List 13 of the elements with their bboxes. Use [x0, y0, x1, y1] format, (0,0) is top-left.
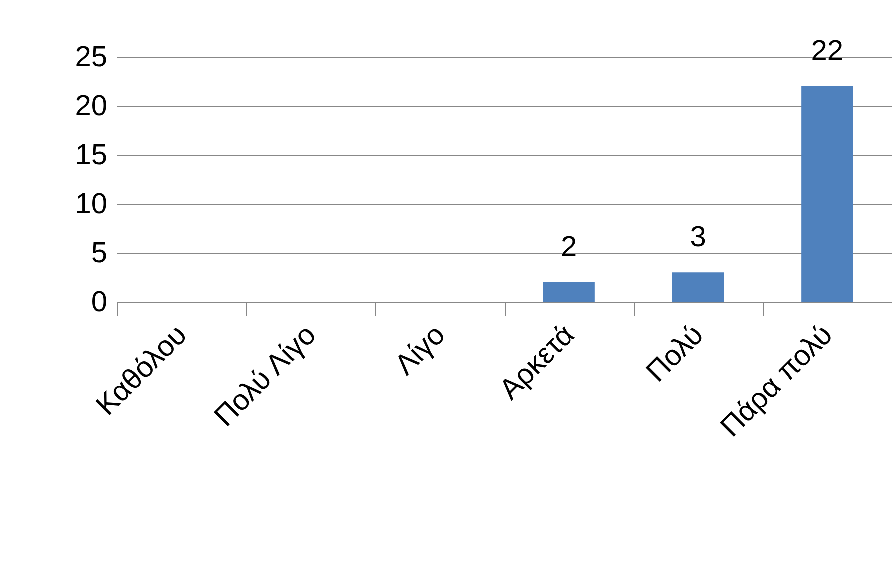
data-label: 3 — [690, 222, 706, 254]
y-tick-label: 25 — [75, 42, 108, 74]
bar — [802, 86, 854, 302]
y-tick-label: 15 — [75, 140, 108, 172]
data-label: 22 — [811, 35, 844, 68]
y-tick-label: 10 — [75, 188, 108, 220]
x-tick-label: Λίγο — [389, 319, 452, 382]
y-tick-label: 20 — [75, 90, 108, 122]
data-label: 2 — [561, 231, 578, 264]
bar — [543, 282, 595, 302]
y-tick-label: 5 — [91, 238, 108, 270]
bar — [672, 272, 724, 302]
y-tick-label: 0 — [91, 286, 108, 318]
